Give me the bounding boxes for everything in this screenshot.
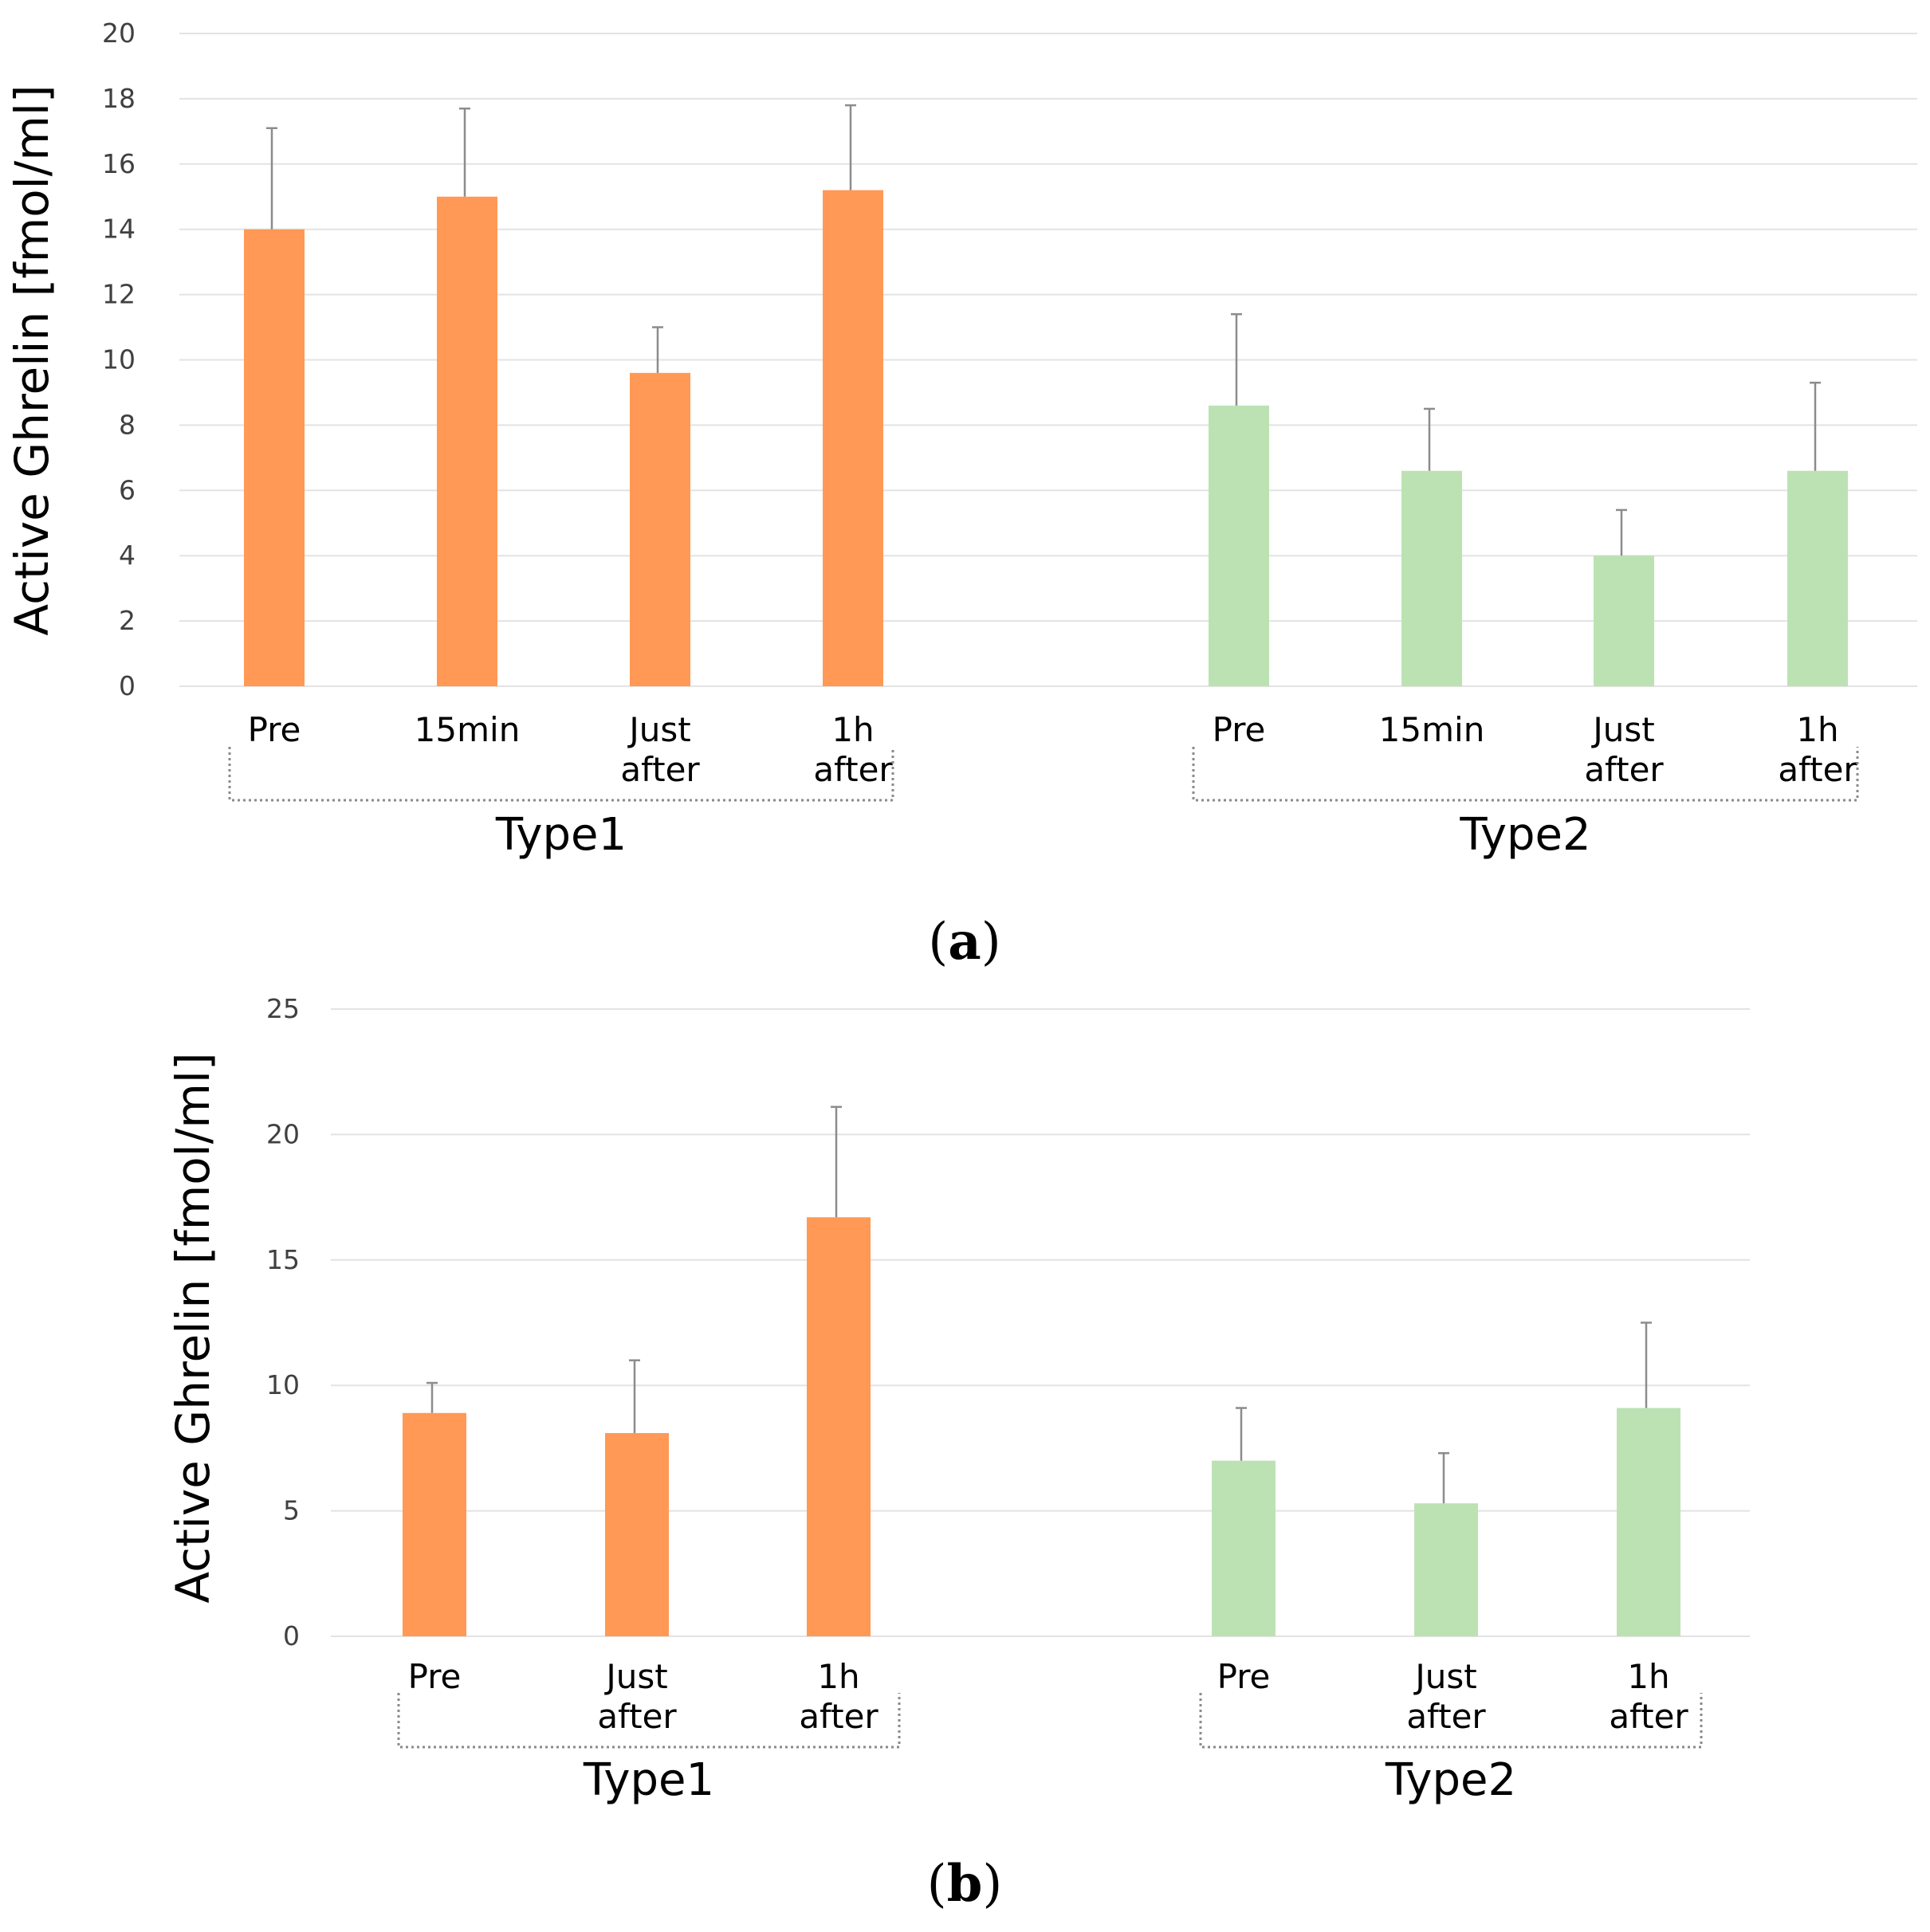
- x-category-label: 1h: [1627, 1657, 1669, 1696]
- y-tick-label: 10: [102, 344, 136, 375]
- group-bracket: [397, 1693, 901, 1749]
- x-category-label: Just: [1590, 710, 1654, 749]
- panel-label: (a): [928, 912, 1000, 972]
- bar: [1787, 470, 1848, 686]
- panel-label-letter: a: [948, 912, 981, 972]
- bar: [630, 372, 690, 686]
- x-category-label: after: [799, 1697, 879, 1736]
- bar: [823, 190, 883, 686]
- group-bracket: [228, 747, 894, 802]
- x-category-label: after: [620, 750, 700, 789]
- group-label: Type2: [1459, 809, 1590, 861]
- bar: [807, 1217, 871, 1636]
- y-tick-label: 14: [102, 214, 136, 245]
- y-axis-title: Active Ghrelin [fmol/ml]: [5, 84, 59, 635]
- group-label: Type1: [495, 809, 627, 861]
- x-category-label: 15min: [1379, 710, 1485, 749]
- x-category-label: Pre: [248, 710, 301, 749]
- group-label: Type1: [583, 1754, 714, 1806]
- x-category-label: after: [1609, 1697, 1688, 1736]
- bar: [437, 196, 497, 686]
- panel-label-letter: b: [947, 1854, 983, 1914]
- panel-label-close: ): [982, 1855, 1002, 1914]
- x-category-label: 15min: [415, 710, 521, 749]
- y-tick-label: 0: [119, 670, 136, 701]
- x-category-label: Just: [627, 710, 690, 749]
- bar: [244, 229, 305, 686]
- bar: [1617, 1408, 1680, 1636]
- x-category-label: after: [813, 750, 893, 789]
- y-tick-label: 20: [266, 1118, 300, 1149]
- bar: [1212, 1460, 1276, 1636]
- bar: [1401, 470, 1462, 686]
- bar: [1414, 1503, 1478, 1636]
- bar: [1594, 556, 1654, 686]
- panel-label-open: (: [927, 1855, 947, 1914]
- x-category-label: 1h: [831, 710, 874, 749]
- x-category-label: Pre: [1217, 1657, 1271, 1696]
- y-tick-label: 0: [283, 1620, 300, 1651]
- x-category-label: after: [597, 1697, 677, 1736]
- y-tick-label: 16: [102, 148, 136, 179]
- y-tick-label: 4: [119, 540, 136, 571]
- bar: [605, 1433, 669, 1636]
- group-bracket: [1192, 747, 1859, 802]
- y-tick-label: 18: [102, 83, 136, 114]
- group-label: Type2: [1385, 1754, 1516, 1806]
- chart-panel-a: 0 2 4 6 8 10 12 14 16 18 20 Active Ghrelin [fmol/ml…: [5, 18, 1917, 972]
- x-category-label: 1h: [817, 1657, 859, 1696]
- x-category-label: 1h: [1796, 710, 1838, 749]
- group-bracket: [1199, 1693, 1703, 1749]
- y-tick-label: 2: [119, 605, 136, 636]
- y-tick-label: 25: [266, 993, 300, 1024]
- panel-label-close: ): [981, 913, 1001, 972]
- chart-panel-b: 0 5 10 15 20 25 Active Ghrelin [fmol/ml] Pre Jus…: [166, 993, 1750, 1914]
- y-axis-title: Active Ghrelin [fmol/ml]: [166, 1052, 220, 1603]
- y-tick-label: 10: [266, 1369, 300, 1400]
- x-category-label: Just: [603, 1657, 667, 1696]
- y-tick-label: 20: [102, 18, 136, 49]
- y-tick-label: 8: [119, 409, 136, 440]
- bar: [403, 1412, 466, 1636]
- y-tick-label: 12: [102, 279, 136, 310]
- panel-label-open: (: [928, 913, 948, 972]
- x-category-label: after: [1584, 750, 1664, 789]
- panel-label: (b): [927, 1854, 1003, 1914]
- y-tick-label: 15: [266, 1244, 300, 1275]
- y-tick-label: 6: [119, 474, 136, 505]
- x-category-label: after: [1778, 750, 1857, 789]
- bar: [1209, 405, 1269, 686]
- x-category-label: Just: [1413, 1657, 1476, 1696]
- x-category-label: after: [1406, 1697, 1486, 1736]
- x-category-label: Pre: [408, 1657, 462, 1696]
- y-tick-label: 5: [283, 1495, 300, 1526]
- x-category-label: Pre: [1213, 710, 1266, 749]
